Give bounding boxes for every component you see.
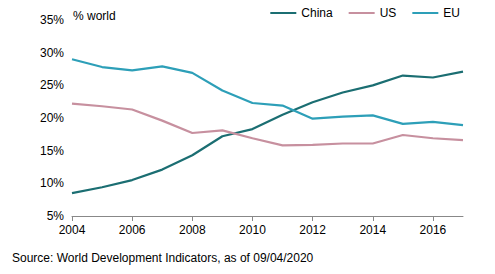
svg-text:15%: 15% xyxy=(40,144,64,158)
svg-text:Source: World Development Indi: Source: World Development Indicators, as… xyxy=(12,251,314,265)
svg-text:2006: 2006 xyxy=(119,223,146,237)
svg-text:30%: 30% xyxy=(40,46,64,60)
svg-text:EU: EU xyxy=(443,6,460,20)
svg-text:% world: % world xyxy=(73,9,116,23)
svg-text:China: China xyxy=(301,6,333,20)
svg-text:2010: 2010 xyxy=(239,223,266,237)
svg-text:2008: 2008 xyxy=(179,223,206,237)
svg-text:US: US xyxy=(380,6,397,20)
svg-text:35%: 35% xyxy=(40,13,64,27)
svg-text:2014: 2014 xyxy=(359,223,386,237)
svg-text:2016: 2016 xyxy=(420,223,447,237)
svg-text:5%: 5% xyxy=(47,209,65,223)
svg-text:2004: 2004 xyxy=(59,223,86,237)
svg-text:25%: 25% xyxy=(40,78,64,92)
svg-text:10%: 10% xyxy=(40,176,64,190)
svg-text:20%: 20% xyxy=(40,111,64,125)
svg-text:2012: 2012 xyxy=(299,223,326,237)
